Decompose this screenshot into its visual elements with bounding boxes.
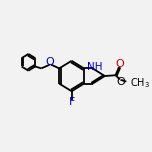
Text: O: O: [117, 77, 125, 87]
Text: CH$_3$: CH$_3$: [130, 76, 150, 90]
Text: F: F: [68, 97, 75, 107]
Text: NH: NH: [87, 62, 103, 72]
Text: O: O: [46, 57, 54, 67]
Text: O: O: [116, 59, 124, 69]
